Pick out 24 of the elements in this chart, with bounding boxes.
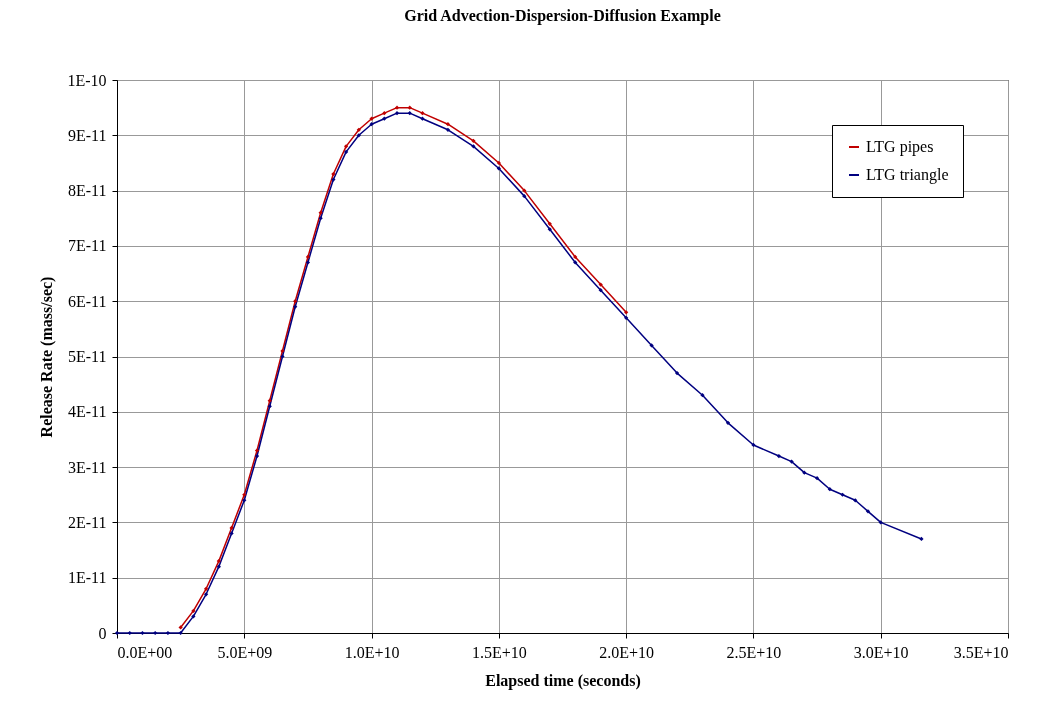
y-tick-label: 3E-11 [67, 458, 107, 476]
x-tick-label: 2.5E+10 [726, 643, 782, 661]
y-tick-label: 8E-11 [67, 182, 107, 200]
x-tick-label: 1.5E+10 [471, 643, 527, 661]
y-axis-title: Release Rate (mass/sec) [38, 276, 57, 438]
y-tick-label: 1E-11 [67, 569, 107, 587]
x-axis-title: Elapsed time (seconds) [485, 671, 641, 690]
y-tick-label: 0 [98, 624, 107, 642]
legend-label: LTG triangle [866, 166, 949, 184]
chart-title: Grid Advection-Dispersion-Diffusion Example [404, 7, 721, 25]
legend-label: LTG pipes [866, 138, 934, 156]
x-tick-label: 5.0E+09 [217, 643, 273, 661]
y-tick-label: 2E-11 [67, 513, 107, 531]
y-tick-label: 7E-11 [67, 237, 107, 255]
x-tick-label: 2.0E+10 [599, 643, 655, 661]
y-tick-label: 9E-11 [67, 126, 107, 144]
y-tick-label: 5E-11 [67, 348, 107, 365]
y-tick-label: 4E-11 [67, 403, 107, 421]
y-tick-label: 6E-11 [67, 292, 107, 310]
x-tick-label: 1.0E+10 [344, 643, 400, 661]
x-tick-label: 3.0E+10 [853, 643, 909, 661]
y-tick-label: 1E-10 [67, 71, 107, 89]
x-tick-label: 0.0E+00 [117, 643, 173, 661]
x-tick-label: 3.5E+10 [953, 643, 1009, 661]
